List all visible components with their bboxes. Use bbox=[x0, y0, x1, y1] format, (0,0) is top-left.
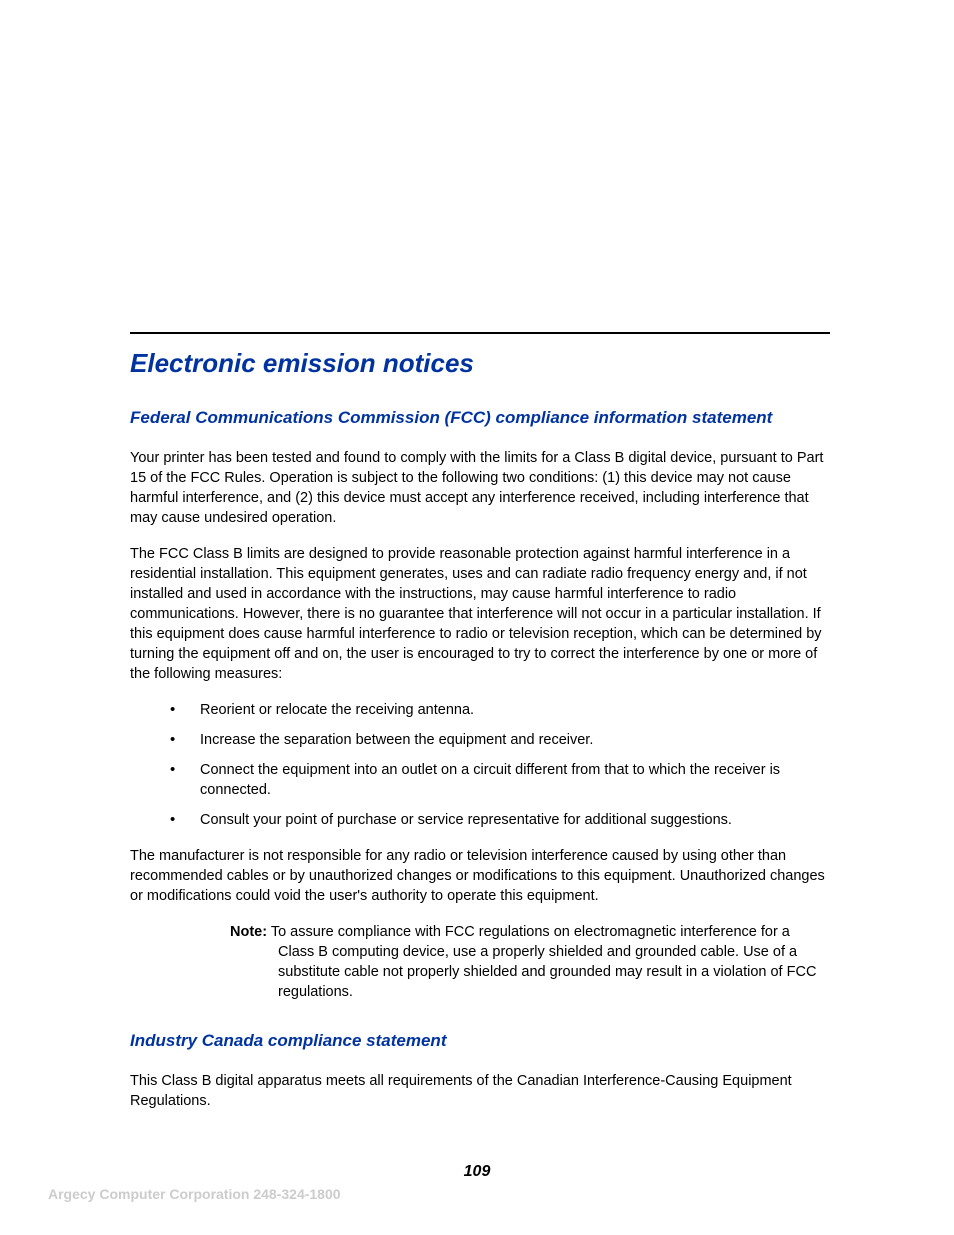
fcc-heading: Federal Communications Commission (FCC) … bbox=[130, 407, 830, 430]
list-item: Increase the separation between the equi… bbox=[130, 730, 830, 750]
fcc-para-2: The FCC Class B limits are designed to p… bbox=[130, 544, 830, 684]
footer-text: Argecy Computer Corporation 248-324-1800 bbox=[48, 1186, 341, 1202]
ic-heading: Industry Canada compliance statement bbox=[130, 1030, 830, 1053]
page-number: 109 bbox=[0, 1163, 954, 1181]
page-content: Electronic emission notices Federal Comm… bbox=[130, 332, 830, 1127]
fcc-note: Note: To assure compliance with FCC regu… bbox=[230, 922, 830, 1002]
list-item: Reorient or relocate the receiving anten… bbox=[130, 700, 830, 720]
note-body: To assure compliance with FCC regulation… bbox=[271, 924, 817, 1000]
list-item: Connect the equipment into an outlet on … bbox=[130, 760, 830, 800]
section-rule bbox=[130, 332, 830, 334]
list-item: Consult your point of purchase or servic… bbox=[130, 810, 830, 830]
note-label: Note: bbox=[230, 924, 267, 940]
fcc-para-3: The manufacturer is not responsible for … bbox=[130, 846, 830, 906]
fcc-para-1: Your printer has been tested and found t… bbox=[130, 448, 830, 528]
fcc-bullet-list: Reorient or relocate the receiving anten… bbox=[130, 700, 830, 830]
ic-para-1: This Class B digital apparatus meets all… bbox=[130, 1071, 830, 1111]
main-heading: Electronic emission notices bbox=[130, 348, 830, 379]
